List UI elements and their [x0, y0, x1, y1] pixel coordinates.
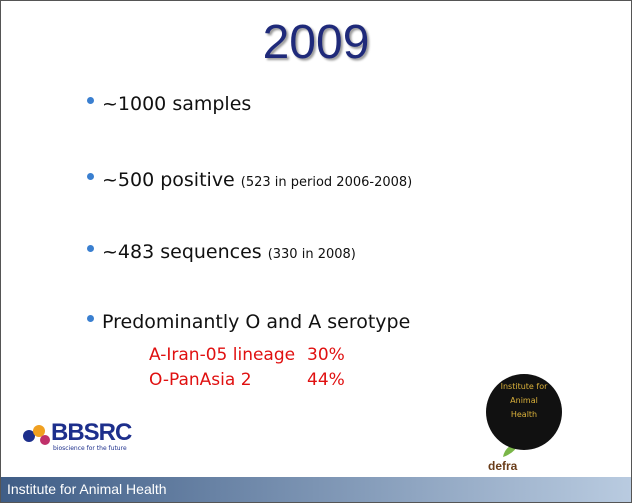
defra-logo: defra	[488, 459, 518, 473]
bullet: ~483 sequences (330 in 2008)	[87, 241, 356, 263]
bullet-note: (523 in period 2006-2008)	[240, 175, 413, 190]
bbsrc-tagline: bioscience for the future	[53, 445, 127, 452]
bullet-text: ~1000 samples	[102, 93, 252, 115]
sub-item: A-Iran-05 lineage 30%	[149, 345, 345, 365]
sub-label: A-Iran-05 lineage	[149, 345, 296, 365]
bbsrc-icon	[23, 425, 50, 445]
bullet: ~500 positive (523 in period 2006-2008)	[87, 169, 412, 191]
bullet: Predominantly O and A serotype	[87, 311, 410, 333]
bullet: ~1000 samples	[87, 93, 251, 115]
footer: Institute for Animal Health	[1, 477, 631, 502]
sub-label: O-PanAsia 2	[149, 370, 252, 390]
iah-logo: Institute for Animal Health	[486, 374, 562, 450]
sub-item: O-PanAsia 2 44%	[149, 370, 345, 390]
sub-value: 44%	[307, 370, 345, 390]
bbsrc-logo: BBSRC	[51, 419, 132, 446]
sub-value: 30%	[307, 345, 345, 365]
bullet-text: Predominantly O and A serotype	[102, 311, 411, 333]
bullet-note: (330 in 2008)	[267, 247, 356, 262]
bullet-text: ~483 sequences	[102, 241, 262, 263]
slide-title: 2009	[262, 16, 370, 69]
bullet-text: ~500 positive	[102, 169, 235, 191]
